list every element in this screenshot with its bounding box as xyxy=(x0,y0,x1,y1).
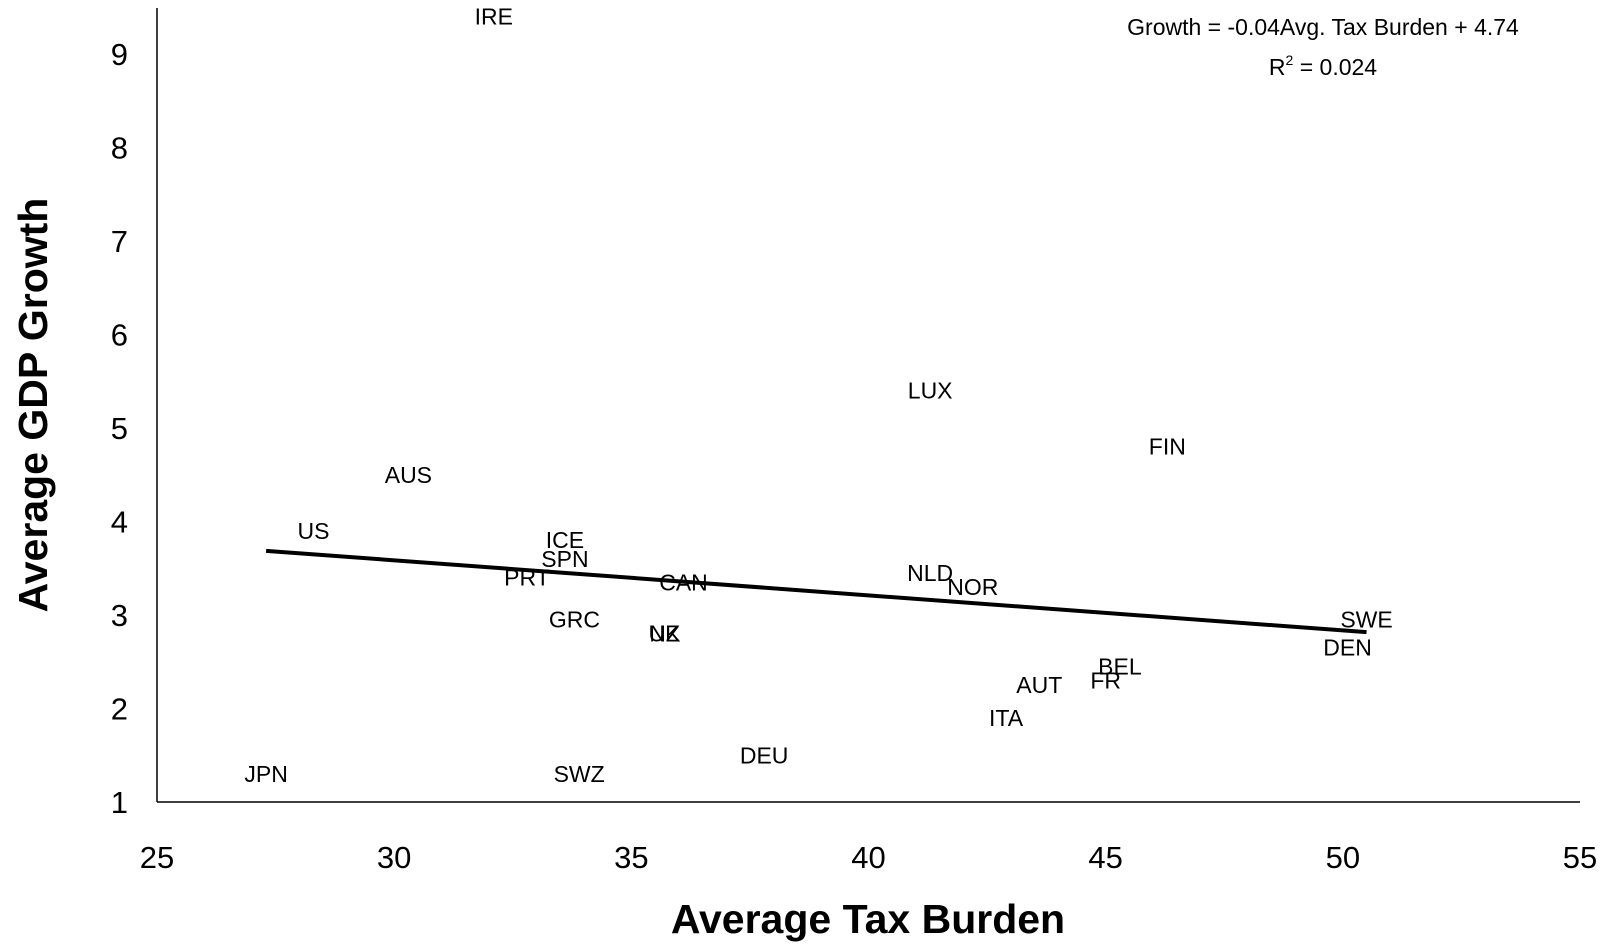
x-tick-label: 45 xyxy=(1088,840,1122,875)
r-squared-superscript: 2 xyxy=(1286,52,1294,68)
x-axis-title: Average Tax Burden xyxy=(671,896,1065,942)
r-squared-value: = 0.024 xyxy=(1293,54,1377,80)
y-tick-label: 3 xyxy=(111,598,128,633)
y-tick-label: 2 xyxy=(111,692,128,727)
data-point-spn: SPN xyxy=(541,546,588,572)
y-axis-title: Average GDP Growth xyxy=(10,198,56,613)
data-point-nz: NZ xyxy=(649,621,680,647)
data-point-us: US xyxy=(298,518,330,544)
data-point-den: DEN xyxy=(1323,635,1372,661)
data-point-swz: SWZ xyxy=(554,761,605,787)
y-tick-label: 7 xyxy=(111,224,128,259)
x-tick-label: 35 xyxy=(614,840,648,875)
x-tick-label: 55 xyxy=(1563,840,1597,875)
y-tick-label: 4 xyxy=(111,505,128,540)
x-tick-label: 30 xyxy=(377,840,411,875)
data-point-deu: DEU xyxy=(740,742,789,768)
x-tick-labels: 25 30 35 40 45 50 55 xyxy=(140,840,1597,875)
y-tick-label: 9 xyxy=(111,37,128,72)
data-point-can: CAN xyxy=(659,569,708,595)
trendline-equation: Growth = -0.04Avg. Tax Burden + 4.74 xyxy=(1127,14,1519,40)
x-tick-label: 40 xyxy=(851,840,885,875)
data-point-jpn: JPN xyxy=(244,761,287,787)
data-point-aus: AUS xyxy=(385,462,432,488)
data-point-aut: AUT xyxy=(1016,672,1062,698)
trendline-r-squared: R2 = 0.024 xyxy=(1269,52,1377,80)
data-point-prt: PRT xyxy=(504,565,550,591)
y-tick-label: 8 xyxy=(111,131,128,166)
data-point-bel: BEL xyxy=(1098,653,1142,679)
data-point-nor: NOR xyxy=(947,574,998,600)
y-tick-label: 6 xyxy=(111,318,128,353)
data-point-nld: NLD xyxy=(907,560,953,586)
data-point-uk: UK xyxy=(649,621,682,647)
data-point-ire: IRE xyxy=(475,4,513,30)
data-point-fr: FR xyxy=(1090,667,1121,693)
y-tick-labels: 1 2 3 4 5 6 7 8 9 xyxy=(111,37,128,820)
y-tick-label: 1 xyxy=(111,785,128,820)
trendline xyxy=(265,548,1367,635)
axes xyxy=(156,8,1580,803)
r-squared-letter: R xyxy=(1269,54,1286,80)
data-point-grc: GRC xyxy=(549,607,600,633)
x-tick-label: 25 xyxy=(140,840,174,875)
data-point-swe: SWE xyxy=(1340,607,1392,633)
x-tick-label: 50 xyxy=(1326,840,1360,875)
data-point-lux: LUX xyxy=(908,378,953,404)
data-point-fin: FIN xyxy=(1149,434,1186,460)
data-point-ita: ITA xyxy=(989,705,1024,731)
data-point-ice: ICE xyxy=(546,527,584,553)
y-tick-label: 5 xyxy=(111,411,128,446)
